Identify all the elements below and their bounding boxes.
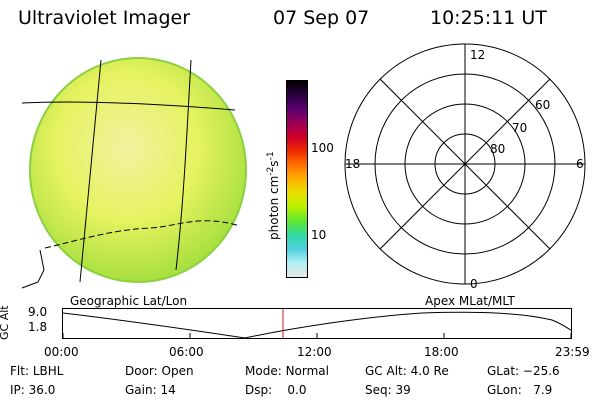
colorbar: [286, 80, 308, 278]
seq-status: Seq: 39: [365, 383, 411, 397]
instrument-title: Ultraviolet Imager: [18, 7, 191, 29]
mlat-label-70: 70: [512, 121, 527, 135]
altitude-xtick-2359: 23:59: [555, 345, 590, 359]
ip-status: IP: 36.0: [10, 383, 56, 397]
colorbar-tick-100: 100: [311, 141, 334, 155]
gain-status: Gain: 14: [125, 383, 176, 397]
altitude-ylabel: GC Alt: [0, 305, 11, 340]
altitude-ytick-low: 1.8: [28, 320, 48, 334]
filter-status: Flt: LBHL: [10, 364, 64, 378]
altitude-xtick-1200: 12:00: [297, 345, 332, 359]
dsp-status: Dsp: 0.0: [245, 383, 307, 397]
altitude-curve: [62, 311, 572, 339]
door-status: Door: Open: [125, 364, 194, 378]
mlat-label-60: 60: [535, 98, 550, 112]
mlt-label-6: 6: [576, 157, 584, 171]
glat-status: GLat: −25.6: [487, 364, 560, 378]
mlt-label-12: 12: [470, 48, 485, 62]
polar-diagonal-2: [379, 78, 551, 250]
geo-grid-lines: [21, 59, 241, 289]
time-label: 10:25:11 UT: [430, 7, 547, 29]
mlt-label-0: 0: [470, 277, 478, 291]
polar-plot: 12 0 18 6 60 70 80: [344, 43, 586, 291]
colorbar-label: photon cm-2s-1: [266, 151, 281, 240]
altitude-ytick-high: 9.0: [28, 305, 48, 319]
mlat-label-80: 80: [490, 142, 505, 156]
geo-image-panel: [21, 57, 247, 289]
altitude-plot-frame: [62, 308, 572, 339]
glon-status: GLon: 7.9: [487, 383, 553, 397]
earth-disk: [29, 57, 247, 283]
polar-panel-label: Apex MLat/MLT: [425, 294, 515, 308]
gcalt-status: GC Alt: 4.0 Re: [365, 364, 449, 378]
mode-status: Mode: Normal: [245, 364, 329, 378]
altitude-plot: [62, 308, 572, 339]
altitude-xtick-0000: 00:00: [44, 345, 79, 359]
date-label: 07 Sep 07: [273, 7, 370, 29]
geo-panel-label: Geographic Lat/Lon: [70, 294, 188, 308]
mlt-label-18: 18: [345, 157, 360, 171]
colorbar-tick-10: 10: [311, 228, 327, 242]
altitude-xtick-0600: 06:00: [169, 345, 204, 359]
altitude-xtick-1800: 18:00: [424, 345, 459, 359]
